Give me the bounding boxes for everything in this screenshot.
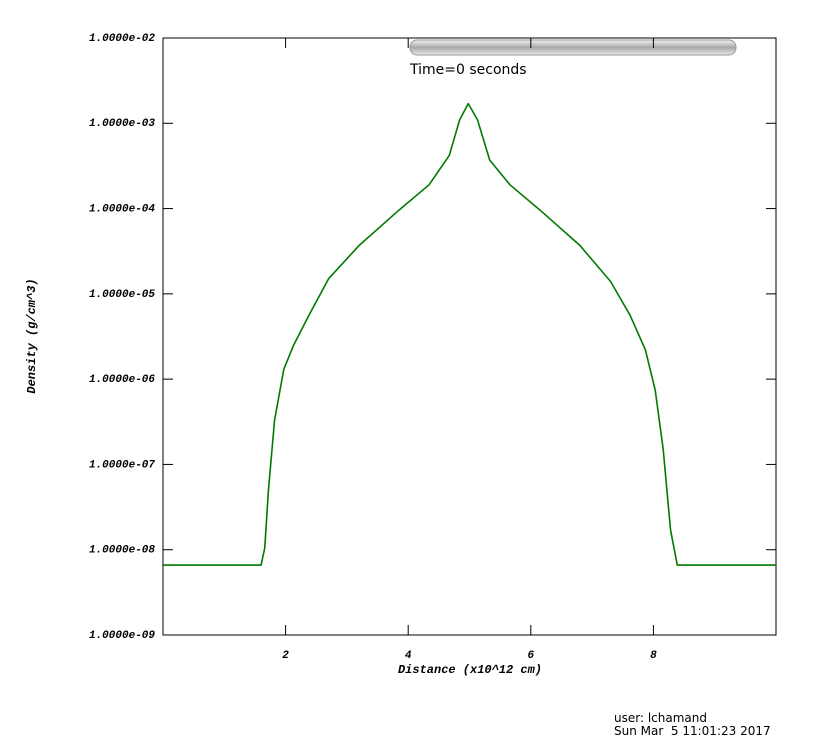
time-slider bbox=[409, 39, 737, 56]
x-tick-label: 2 bbox=[282, 650, 289, 662]
y-tick-label: 1.0000e-02 bbox=[89, 33, 155, 45]
y-tick-label: 1.0000e-06 bbox=[89, 374, 155, 386]
x-axis-label: Distance (x10^12 cm) bbox=[398, 663, 542, 677]
y-tick-label: 1.0000e-04 bbox=[89, 203, 155, 215]
y-tick-label: 1.0000e-09 bbox=[89, 630, 155, 642]
y-tick-label: 1.0000e-08 bbox=[89, 545, 155, 557]
y-tick-label: 1.0000e-07 bbox=[89, 459, 155, 471]
x-tick-label: 6 bbox=[527, 650, 534, 662]
plot-frame bbox=[162, 37, 777, 636]
x-tick-label: 8 bbox=[650, 650, 657, 662]
data-line bbox=[163, 102, 776, 566]
time-annotation: Time=0 seconds bbox=[409, 62, 527, 78]
y-axis-label: Density (g/cm^3) bbox=[25, 278, 39, 393]
user-label: user: lchamand bbox=[614, 711, 707, 725]
date-label: Sun Mar 5 11:01:23 2017 bbox=[614, 724, 771, 738]
x-tick-label: 4 bbox=[405, 650, 412, 662]
y-tick-label: 1.0000e-03 bbox=[89, 118, 155, 130]
y-tick-label: 1.0000e-05 bbox=[89, 289, 155, 301]
